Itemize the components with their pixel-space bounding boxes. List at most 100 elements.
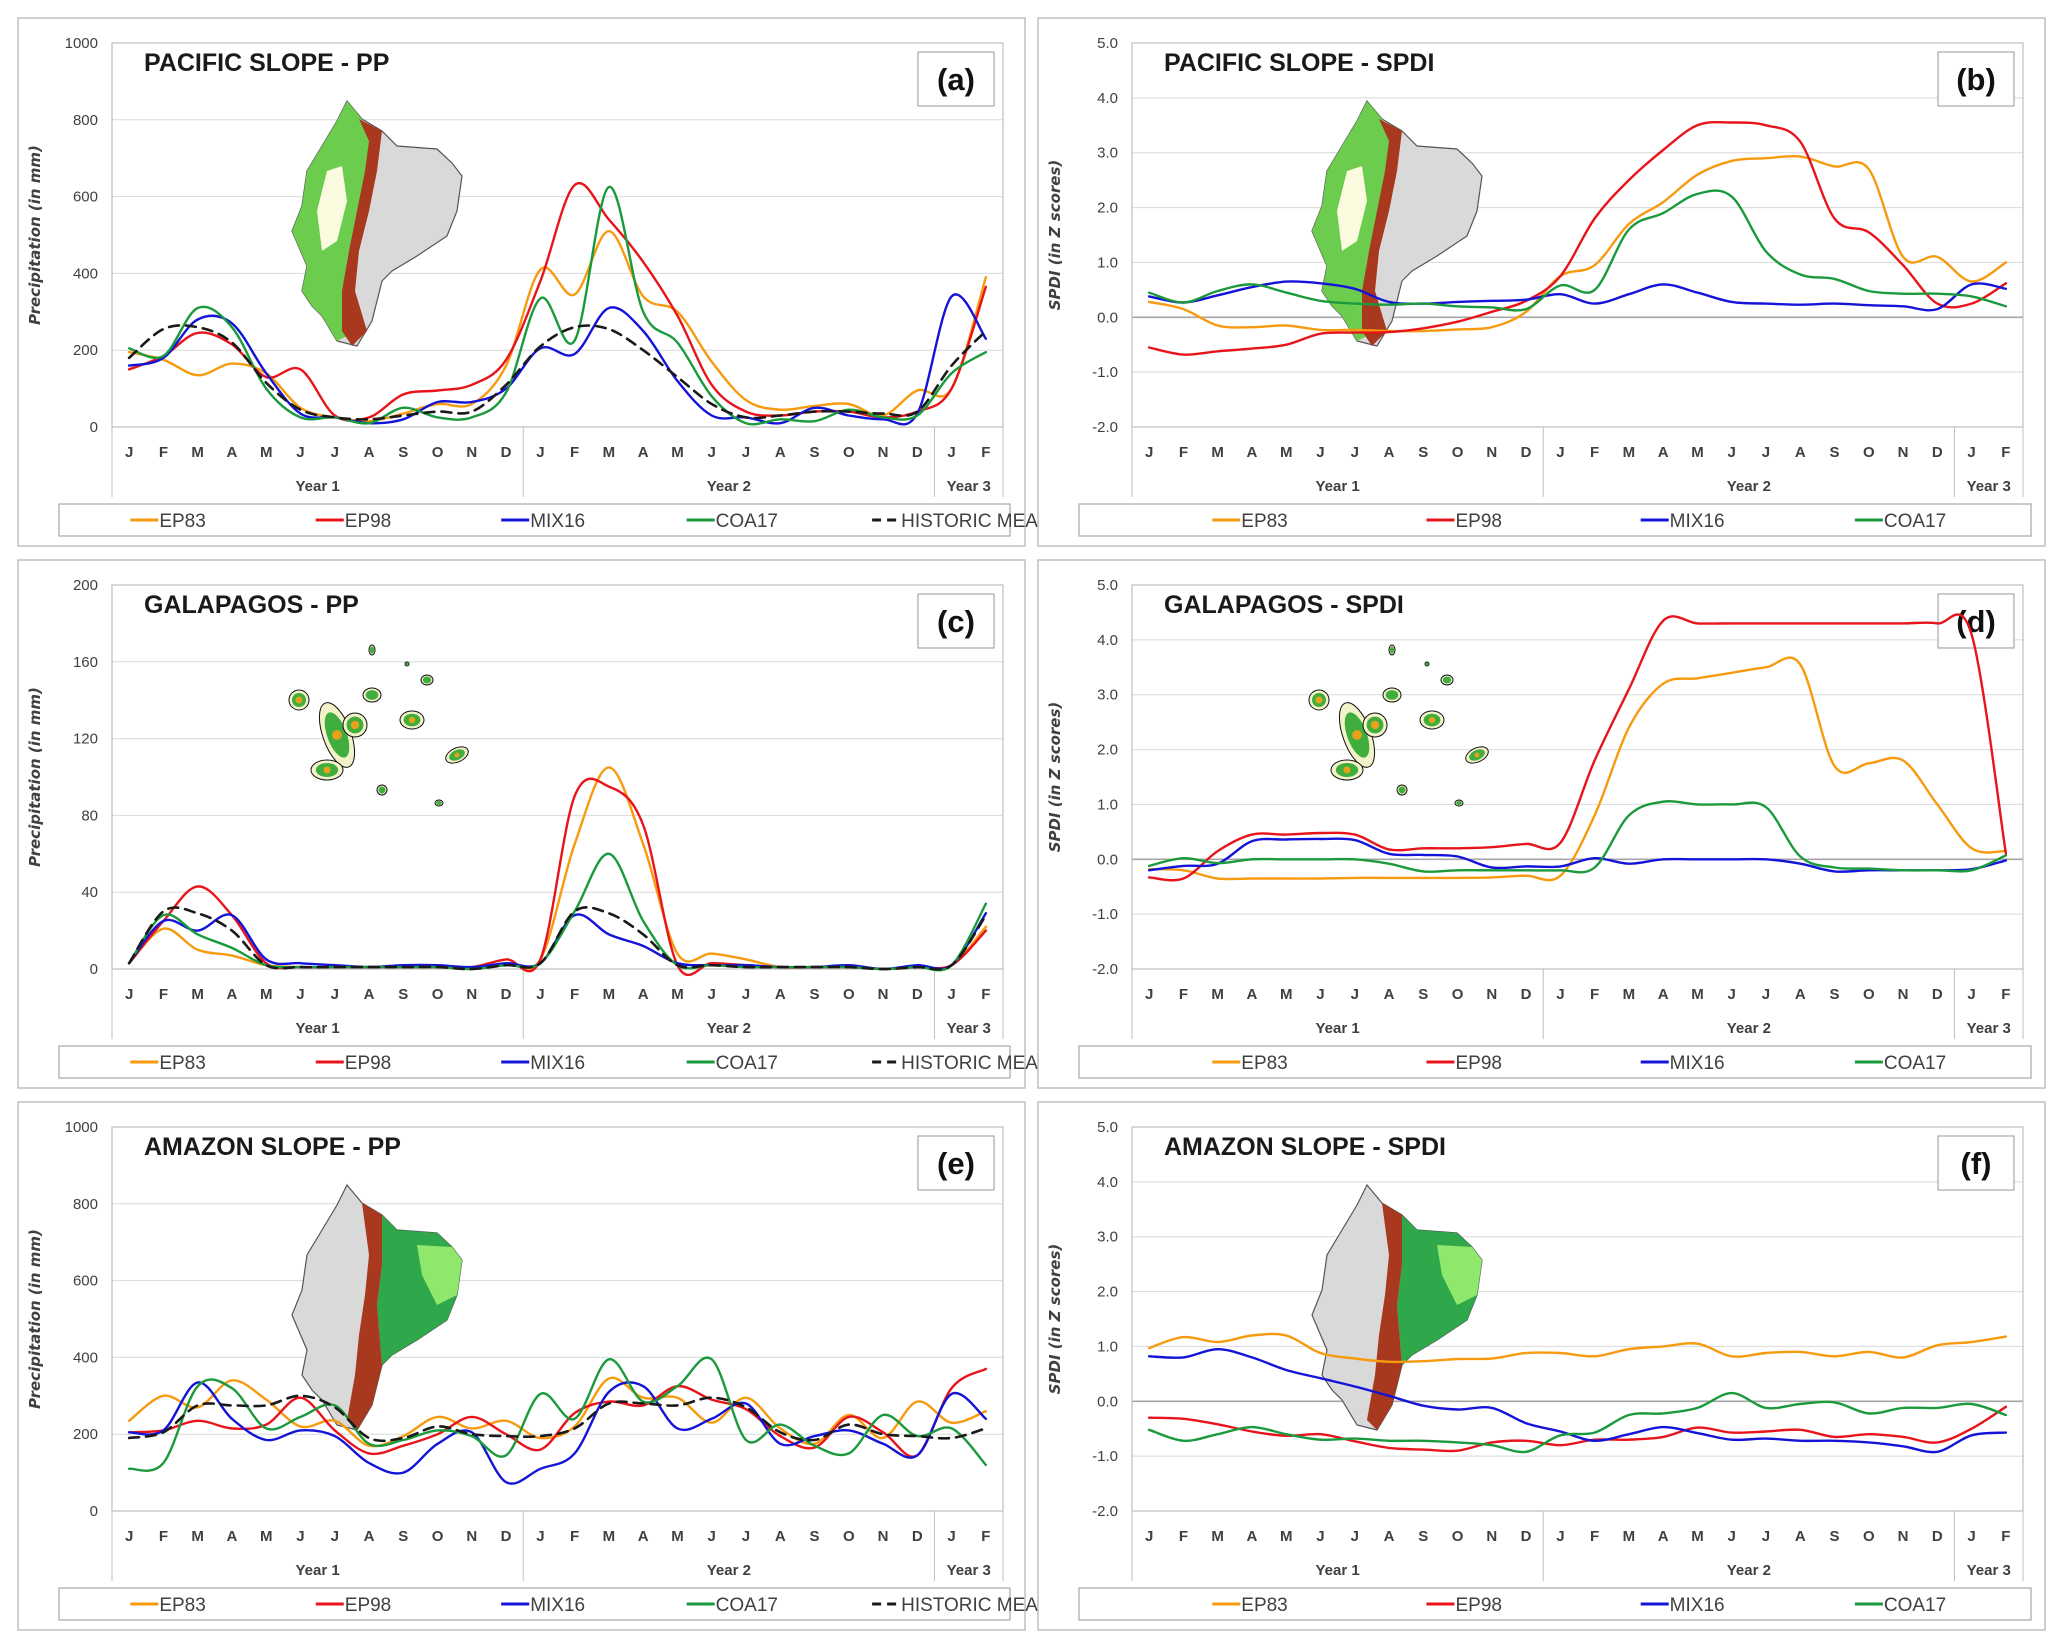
x-tick-label: J: [1351, 1528, 1359, 1545]
series-line-mix16: [127, 293, 988, 426]
legend-label: MIX16: [1670, 1595, 1725, 1616]
legend-label: EP83: [159, 511, 205, 532]
x-tick-label: O: [843, 444, 855, 461]
x-tick-label: M: [1623, 1528, 1636, 1545]
legend-label: COA17: [1884, 1595, 1946, 1616]
x-tick-label: J: [1728, 986, 1736, 1003]
x-tick-label: J: [1145, 1528, 1153, 1545]
legend-label: EP83: [1241, 1053, 1287, 1074]
legend-label: EP83: [159, 1595, 205, 1616]
x-tick-label: F: [570, 444, 579, 461]
x-tick-label: M: [1623, 986, 1636, 1003]
x-tick-label: A: [227, 444, 238, 461]
y-tick-label: 200: [73, 1426, 98, 1443]
legend-label: MIX16: [530, 1595, 585, 1616]
x-tick-label: S: [398, 444, 408, 461]
y-axis-title: SPDI (in Z scores): [1046, 160, 1064, 311]
legend-label: MIX16: [530, 1053, 585, 1074]
island-vegetation: [378, 786, 386, 794]
year-label: Year 3: [1967, 478, 2011, 495]
x-tick-label: M: [603, 444, 616, 461]
x-tick-label: D: [501, 1528, 512, 1545]
x-tick-label: J: [296, 444, 304, 461]
series-line-historic-mean: [127, 324, 988, 421]
panel-e: 0 200 400 600 800 1000 Precipitation (in mm) J F…: [17, 1101, 1052, 1631]
y-tick-label: 3.0: [1097, 1229, 1118, 1246]
island-peak: [323, 766, 331, 774]
island-vegetation: [422, 676, 432, 684]
panel-title: GALAPAGOS - SPDI: [1164, 591, 1404, 619]
y-tick-label: 80: [81, 807, 98, 824]
island-peak: [332, 730, 342, 740]
year-label: Year 3: [947, 1562, 991, 1579]
y-tick-label: -1.0: [1092, 1448, 1118, 1465]
series-line-coa17: [1147, 800, 2008, 874]
island-vegetation: [365, 690, 379, 700]
y-tick-label: 800: [73, 1196, 98, 1213]
x-tick-label: J: [1556, 1528, 1564, 1545]
x-tick-label: A: [1658, 444, 1669, 461]
legend-label: COA17: [716, 1595, 778, 1616]
y-tick-label: 800: [73, 112, 98, 129]
legend: EP83 EP98 MIX16 COA17: [1078, 1587, 2032, 1621]
y-tick-label: 200: [73, 342, 98, 359]
x-tick-label: J: [1967, 444, 1975, 461]
x-tick-label: M: [671, 986, 684, 1003]
panel-label-box: [917, 593, 995, 649]
x-tick-label: J: [708, 986, 716, 1003]
y-tick-label: 1.0: [1097, 796, 1118, 813]
panel-frame: [17, 559, 1026, 1089]
year-label: Year 2: [1727, 1562, 1771, 1579]
x-tick-label: J: [1967, 1528, 1975, 1545]
x-tick-label: A: [775, 444, 786, 461]
legend-label: COA17: [716, 511, 778, 532]
year-label: Year 3: [947, 1020, 991, 1037]
x-tick-label: S: [1830, 986, 1840, 1003]
x-tick-label: O: [1452, 1528, 1464, 1545]
x-tick-label: M: [1623, 444, 1636, 461]
series-line-ep83: [127, 1376, 988, 1448]
island-vegetation: [369, 646, 375, 654]
x-tick-label: J: [331, 444, 339, 461]
x-tick-label: M: [1280, 444, 1293, 461]
year-label: Year 3: [947, 478, 991, 495]
x-tick-label: S: [1830, 1528, 1840, 1545]
y-tick-label: 200: [73, 577, 98, 594]
x-tick-label: A: [638, 1528, 649, 1545]
legend-label: COA17: [1884, 511, 1946, 532]
coastal-plain: [1337, 166, 1367, 251]
x-tick-label: S: [398, 986, 408, 1003]
andes-relief: [347, 1203, 382, 1430]
x-tick-label: F: [2001, 1528, 2010, 1545]
legend-label: EP98: [1455, 1595, 1501, 1616]
x-tick-label: M: [1691, 1528, 1704, 1545]
x-tick-label: J: [1728, 444, 1736, 461]
y-tick-label: 3.0: [1097, 145, 1118, 162]
island-peak: [1352, 730, 1362, 740]
y-tick-label: -2.0: [1092, 419, 1118, 436]
panel-title: GALAPAGOS - PP: [144, 591, 359, 619]
y-tick-label: 0: [90, 419, 98, 436]
panel-title: AMAZON SLOPE - PP: [144, 1133, 401, 1161]
y-tick-label: 1.0: [1097, 1338, 1118, 1355]
year-label: Year 2: [707, 1562, 751, 1579]
y-tick-label: 120: [73, 731, 98, 748]
x-tick-label: S: [810, 444, 820, 461]
legend-label: COA17: [716, 1053, 778, 1074]
legend-label: HISTORIC MEAN: [901, 1595, 1052, 1616]
y-tick-label: 600: [73, 1273, 98, 1290]
plot-area: [1131, 584, 2024, 970]
x-tick-label: J: [1556, 986, 1564, 1003]
x-tick-label: J: [1762, 986, 1770, 1003]
x-tick-label: J: [742, 1528, 750, 1545]
y-tick-label: 5.0: [1097, 577, 1118, 594]
x-tick-label: O: [843, 1528, 855, 1545]
panel-f: -2.0 -1.0 0.0 1.0 2.0 3.0 4.0 5.0 SPDI (in Z sco…: [1037, 1101, 2046, 1631]
series-line-mix16: [127, 1381, 988, 1485]
ecuador-pacific-slope-map-icon: [291, 99, 463, 347]
x-tick-label: J: [742, 444, 750, 461]
ecuador-amazon-slope-map-icon: [291, 1183, 463, 1431]
panel-label-box: [1937, 51, 2015, 107]
legend-label: EP98: [345, 1595, 391, 1616]
y-tick-label: 2.0: [1097, 1284, 1118, 1301]
